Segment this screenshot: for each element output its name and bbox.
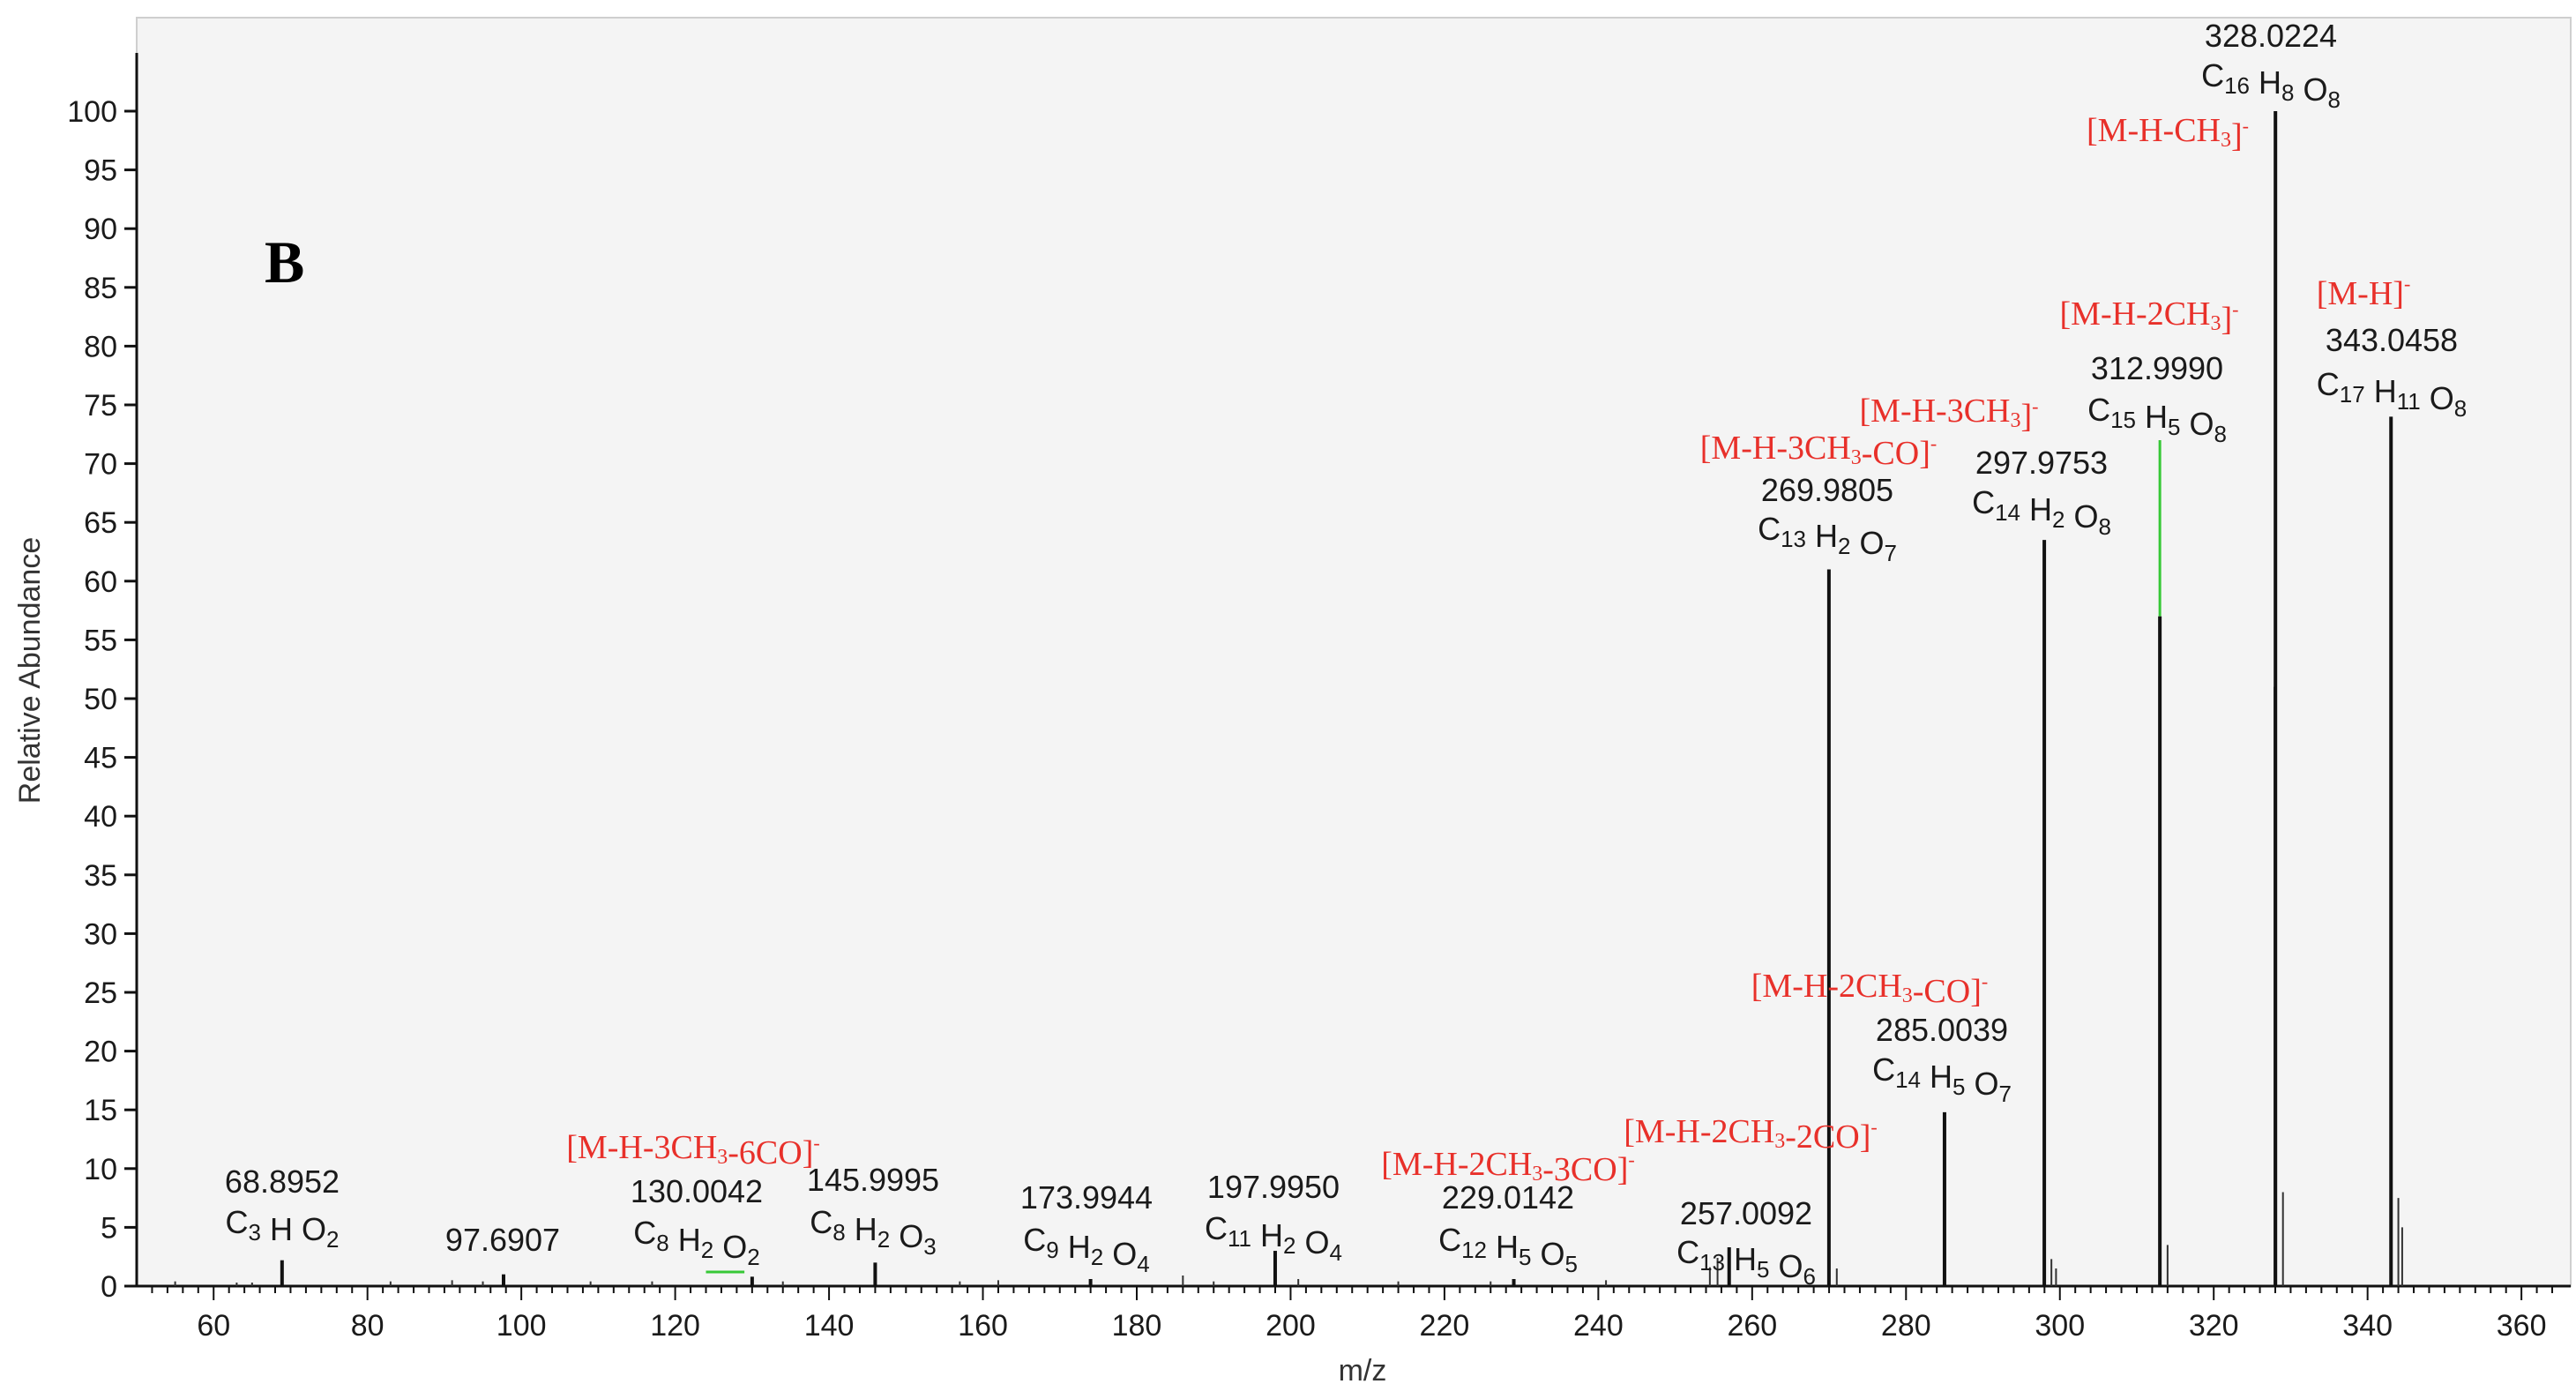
y-tick-label: 75 — [84, 389, 117, 423]
x-tick-label: 280 — [1881, 1309, 1931, 1343]
y-tick-label: 20 — [84, 1036, 117, 1069]
mz-label: 68.8952 — [225, 1163, 340, 1200]
y-tick-label: 95 — [84, 154, 117, 188]
formula-label: C13 H2 O7 — [1758, 511, 1897, 566]
y-axis-label: Relative Abundance — [13, 537, 47, 804]
y-tick-label: 65 — [84, 506, 117, 540]
mz-label: 173.9944 — [1020, 1179, 1153, 1216]
y-tick-label: 45 — [84, 742, 117, 775]
x-tick-label: 180 — [1112, 1309, 1162, 1343]
ion-label: [M-H-3CH3]- — [1860, 393, 2039, 435]
formula-label: C3 H O2 — [226, 1204, 340, 1253]
mz-label: 257.0092 — [1680, 1195, 1812, 1231]
mz-label: 97.6907 — [445, 1222, 560, 1258]
mz-label: 197.9950 — [1207, 1169, 1340, 1205]
ion-label: [M-H]- — [2317, 273, 2411, 312]
ion-label: [M-H-2CH3-CO]- — [1751, 968, 1988, 1010]
mz-label: 145.9995 — [807, 1162, 939, 1198]
y-tick-label: 80 — [84, 330, 117, 363]
y-tick-label: 55 — [84, 624, 117, 657]
y-axis: 0 5 10 15 20 25 30 35 40 45 50 55 60 65 70 75 80 85 90 95 10… — [67, 53, 138, 1304]
y-tick-label: 100 — [67, 95, 117, 129]
x-axis-label: m/z — [1339, 1354, 1387, 1388]
y-tick-label: 25 — [84, 976, 117, 1010]
y-tick-label: 0 — [101, 1270, 117, 1304]
y-tick-label: 85 — [84, 272, 117, 305]
y-tick-label: 35 — [84, 859, 117, 893]
x-tick-label: 160 — [958, 1309, 1008, 1343]
y-tick-label: 30 — [84, 917, 117, 951]
x-tick-label: 320 — [2189, 1309, 2239, 1343]
ion-label: [M-H-2CH3]- — [2060, 296, 2239, 338]
x-tick-label: 300 — [2035, 1309, 2085, 1343]
panel-label: B — [265, 228, 304, 296]
x-tick-label: 220 — [1420, 1309, 1470, 1343]
x-axis: 60 80 100 120 140 160 180 200 220 240 260 280 300 320… — [137, 1284, 2571, 1343]
x-tick-label: 340 — [2342, 1309, 2393, 1343]
formula-label: C8 H2 O3 — [810, 1204, 936, 1260]
ion-label: [M-H-2CH3-3CO]- — [1381, 1146, 1634, 1188]
formula-label: C8 H2 O2 — [633, 1215, 759, 1270]
y-tick-label: 70 — [84, 448, 117, 482]
formula-label: C14 H5 O7 — [1872, 1051, 2012, 1107]
y-tick-label: 50 — [84, 683, 117, 716]
x-tick-label: 260 — [1727, 1309, 1777, 1343]
y-tick-label: 5 — [101, 1211, 117, 1245]
mz-label: 297.9753 — [1975, 445, 2108, 481]
formula-label: C15 H5 O8 — [2087, 392, 2227, 447]
formula-label: C16 H8 O8 — [2201, 57, 2341, 113]
ion-label: [M-H-3CH3-CO]- — [1700, 430, 1937, 472]
mz-label: 328.0224 — [2205, 18, 2337, 54]
mz-label: 285.0039 — [1876, 1012, 2008, 1048]
x-tick-label: 120 — [650, 1309, 700, 1343]
x-tick-label: 100 — [497, 1309, 547, 1343]
y-tick-label: 90 — [84, 213, 117, 246]
x-tick-label: 200 — [1266, 1309, 1316, 1343]
y-tick-label: 15 — [84, 1094, 117, 1127]
mz-label: 269.9805 — [1761, 472, 1893, 508]
x-tick-label: 80 — [351, 1309, 385, 1343]
peak-labels: 68.8952 C3 H O2 97.6907 [M-H-3CH3-6CO]-130.… — [225, 18, 2467, 1290]
formula-label: C14 H2 O8 — [1972, 484, 2111, 540]
x-tick-label: 60 — [197, 1309, 230, 1343]
ion-label: [M-H-3CH3-6CO]- — [566, 1129, 819, 1171]
mz-label: 312.9990 — [2091, 350, 2223, 386]
ion-label: [M-H-CH3]- — [2087, 112, 2249, 154]
plot-frame — [136, 17, 2572, 1287]
ion-label: [M-H-2CH3-2CO]- — [1624, 1113, 1877, 1156]
mz-label: 130.0042 — [631, 1173, 763, 1209]
x-tick-label: 360 — [2497, 1309, 2547, 1343]
y-tick-label: 60 — [84, 565, 117, 599]
peaks — [280, 111, 2393, 1286]
formula-label: C12 H5 O5 — [1438, 1222, 1578, 1277]
formula-label: C11 H2 O4 — [1205, 1210, 1342, 1266]
y-tick-label: 10 — [84, 1153, 117, 1186]
x-tick-label: 140 — [804, 1309, 855, 1343]
x-tick-label: 240 — [1573, 1309, 1624, 1343]
mz-label: 343.0458 — [2326, 322, 2458, 358]
y-tick-label: 40 — [84, 800, 117, 834]
mz-label: 229.0142 — [1442, 1179, 1574, 1216]
formula-label: C17 H11 O8 — [2317, 366, 2467, 422]
formula-label: C13 H5 O6 — [1676, 1234, 1816, 1290]
formula-label: C9 H2 O4 — [1023, 1222, 1149, 1277]
